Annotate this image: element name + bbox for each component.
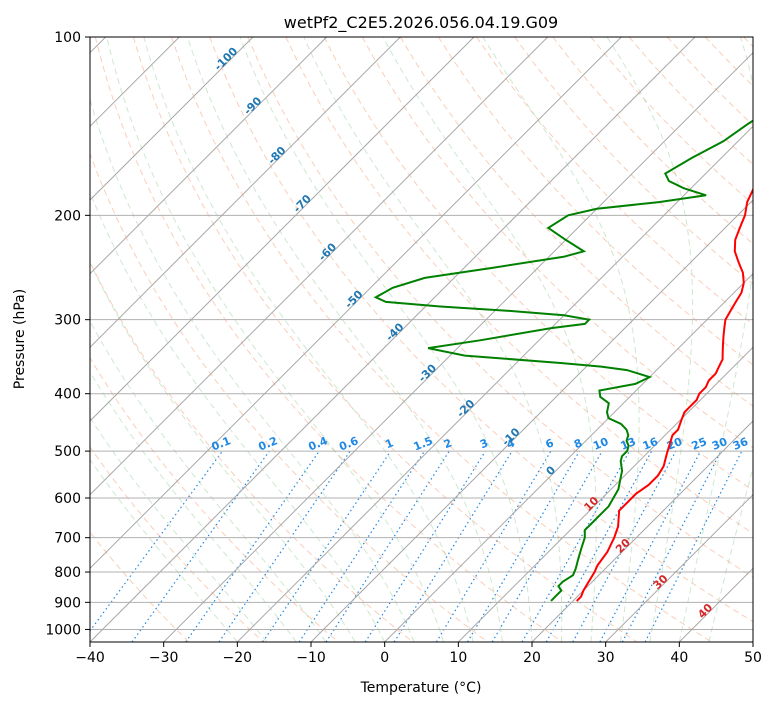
x-axis-ticks: −40 −30 −20 −10 0 10 20 30 40 50	[75, 642, 762, 666]
dewpoint-line	[373, 119, 753, 602]
dry-adiabat	[90, 446, 264, 642]
y-tick-label: 200	[54, 208, 81, 224]
mixing-ratio-line	[435, 450, 552, 642]
mixing-ratio-line	[393, 450, 513, 642]
moist-adiabat	[303, 37, 563, 642]
x-tick-label: 50	[744, 650, 762, 666]
mixing-ratio-label: 10	[591, 435, 610, 453]
dry-adiabat	[323, 37, 753, 491]
mixing-ratio-label: 1	[383, 436, 395, 451]
dry-adiabat	[476, 37, 753, 325]
isotherm--30	[163, 51, 753, 642]
mixing-ratio-label: 8	[572, 436, 584, 451]
y-tick-label: 700	[54, 531, 81, 547]
temperature-line	[576, 186, 753, 602]
isotherm--80	[90, 37, 401, 349]
moist-adiabat	[90, 320, 327, 642]
isotherm--10	[310, 199, 753, 642]
dry-adiabat	[514, 37, 753, 285]
mixing-ratio-label: 36	[731, 435, 750, 453]
x-tick-label: −20	[223, 650, 253, 666]
dry-adiabat	[90, 356, 339, 642]
dry-adiabat	[285, 37, 753, 535]
isotherm--20	[236, 125, 753, 642]
mixing-ratio-label: 25	[690, 435, 709, 453]
moist-adiabat	[90, 261, 356, 642]
dry-adiabat	[94, 37, 563, 642]
y-tick-label: 800	[54, 565, 81, 581]
y-tick-label: 500	[54, 444, 81, 460]
y-tick-label: 300	[54, 313, 81, 329]
y-tick-label: 600	[54, 491, 81, 507]
isotherm--70	[90, 37, 475, 422]
y-tick-label: 1000	[45, 622, 81, 638]
isotherm-20	[531, 420, 753, 642]
isotherm-0	[384, 272, 753, 642]
isobar-grid	[90, 37, 753, 630]
x-tick-label: 30	[597, 650, 615, 666]
moist-adiabat	[382, 37, 597, 642]
isotherm--100	[90, 37, 254, 201]
mixing-ratio-line	[364, 450, 486, 642]
x-tick-label: 10	[449, 650, 467, 666]
x-tick-label: −30	[149, 650, 179, 666]
moist-adiabat	[187, 37, 503, 642]
y-tick-label: 900	[54, 595, 81, 611]
moist-adiabat	[90, 458, 238, 642]
y-tick-label: 400	[54, 387, 81, 403]
mixing-ratio-line	[521, 450, 631, 642]
y-axis-ticks: 100 200 300 400 500 600 700 800 900 1000	[45, 30, 90, 638]
mixing-ratio-line	[185, 450, 320, 642]
moist-adiabat	[708, 465, 753, 642]
isotherm--60	[90, 37, 549, 496]
mixing-ratio-label: 3	[478, 436, 490, 451]
mixing-ratio-label: 30	[710, 435, 729, 453]
dry-adiabat	[132, 37, 638, 642]
y-axis-label: Pressure (hPa)	[12, 289, 28, 389]
moist-adiabat	[606, 37, 694, 642]
mixing-ratio-line	[131, 450, 270, 642]
isotherm-grid	[90, 37, 753, 642]
dry-adiabat	[90, 152, 488, 642]
moist-adiabat	[90, 416, 268, 642]
mixing-ratio-label: 2	[442, 436, 454, 451]
x-tick-label: 40	[670, 650, 688, 666]
x-tick-label: 20	[523, 650, 541, 666]
mixing-ratio-line	[491, 450, 603, 642]
mixing-ratio-lines	[90, 450, 743, 642]
moist-adiabat	[239, 37, 533, 642]
isotherm--90	[90, 37, 328, 275]
x-tick-label: −40	[75, 650, 105, 666]
isotherm-30	[605, 493, 753, 642]
dry-adiabat	[247, 37, 753, 578]
moist-adiabat	[90, 370, 297, 642]
isotherm--50	[90, 37, 622, 570]
x-tick-label: 0	[380, 650, 389, 666]
isotherm-10	[457, 346, 753, 642]
mixing-ratio-line	[466, 450, 580, 642]
dry-adiabat	[209, 37, 753, 623]
isotherm--40	[90, 37, 696, 642]
y-tick-label: 100	[54, 30, 81, 46]
moist-adiabat	[90, 190, 386, 642]
moist-adiabat	[482, 37, 640, 642]
moist-adiabat	[106, 37, 445, 642]
plot-frame	[89, 36, 754, 643]
mixing-ratio-line	[572, 450, 677, 642]
mixing-ratio-label: 20	[665, 435, 684, 453]
x-tick-label: −10	[296, 650, 326, 666]
mixing-ratio-label: 16	[641, 435, 660, 453]
moist-adiabat	[143, 37, 474, 642]
dry-adiabat	[437, 37, 753, 366]
mixing-ratio-line	[298, 450, 425, 642]
moist-adiabat	[678, 37, 753, 642]
chart-title: wetPf2_C2E5.2026.056.04.19.G09	[284, 13, 558, 33]
x-axis-label: Temperature (°C)	[360, 680, 482, 696]
